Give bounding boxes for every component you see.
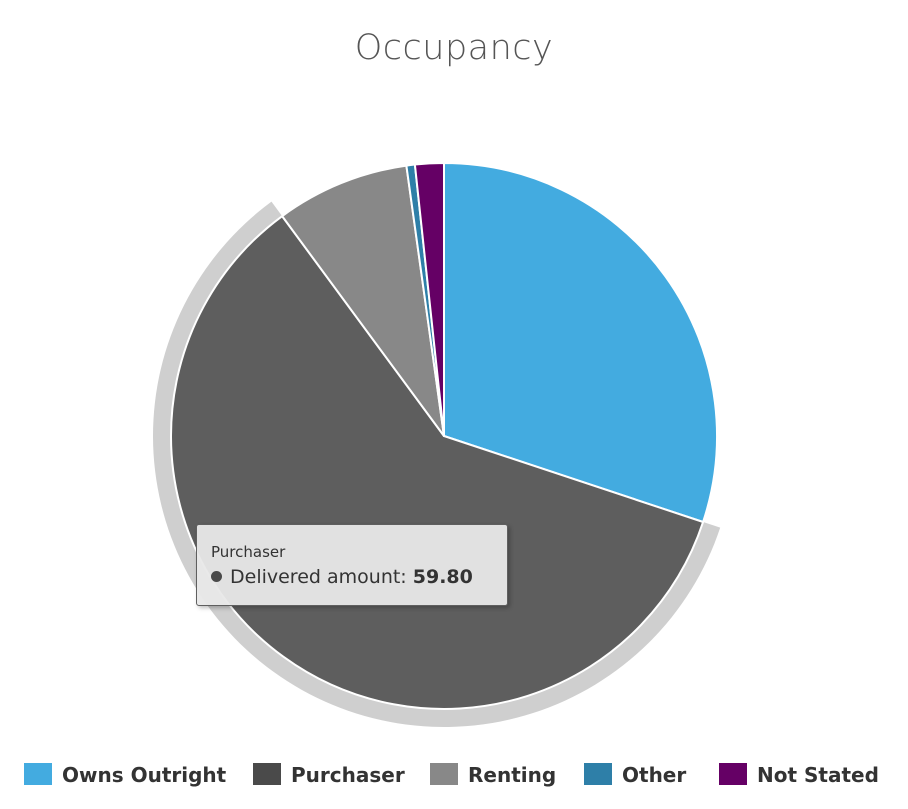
legend-swatch [24,763,52,785]
legend-label: Other [622,763,687,787]
legend-swatch [584,763,612,785]
pie-slice-owns-outright[interactable] [443,162,718,523]
legend-label: Not Stated [757,763,879,787]
tooltip-category: Purchaser [211,543,286,561]
legend-label: Renting [468,763,557,787]
tooltip-series-dot [211,571,222,582]
chart-title: Occupancy [354,28,554,68]
legend-label: Purchaser [291,763,405,787]
tooltip-value: 59.80 [412,566,473,588]
pie-slice-renting[interactable] [281,164,445,437]
legend-swatch [253,763,281,785]
tooltip-series-label: Delivered amount: [230,566,407,588]
legend-swatch [719,763,747,785]
tooltip: Purchaser Delivered amount: 59.80 [196,524,508,606]
legend-label: Owns Outright [62,763,227,787]
pie-chart [153,162,721,728]
legend-swatch [430,763,458,785]
pie-slice-not-stated[interactable] [413,162,445,437]
